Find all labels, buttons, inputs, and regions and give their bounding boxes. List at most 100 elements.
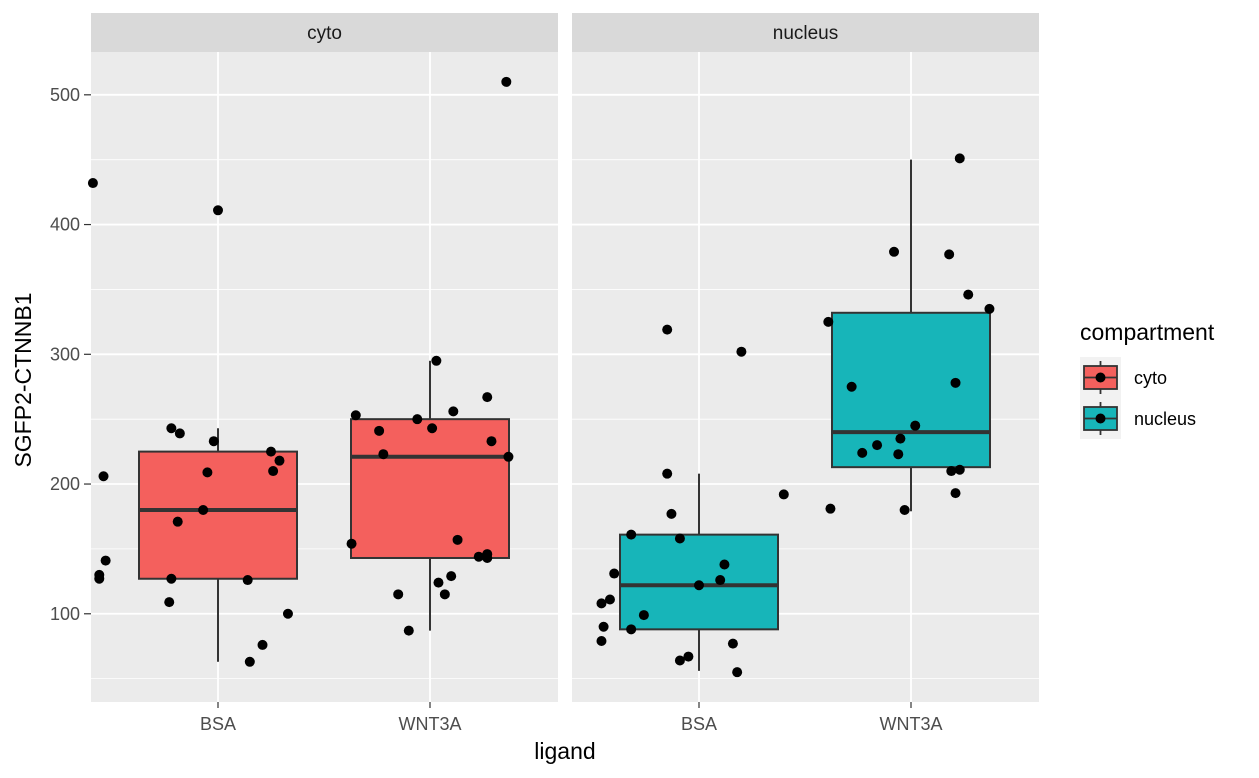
box-wnt3a bbox=[823, 153, 995, 515]
data-point bbox=[164, 597, 175, 608]
data-point bbox=[274, 455, 285, 466]
y-tick-label: 300 bbox=[50, 344, 80, 364]
data-point bbox=[954, 153, 965, 164]
data-point bbox=[202, 467, 213, 478]
legend-key-nucleus: nucleus bbox=[1080, 398, 1196, 439]
data-point bbox=[825, 503, 836, 514]
data-point bbox=[872, 440, 883, 451]
data-point bbox=[719, 559, 730, 570]
data-point bbox=[736, 346, 747, 357]
data-point bbox=[244, 656, 255, 667]
data-point bbox=[944, 249, 955, 260]
legend-key-point bbox=[1095, 413, 1106, 424]
y-axis: 100 200 300 400 500 bbox=[50, 85, 91, 624]
data-point bbox=[715, 575, 726, 586]
data-point bbox=[778, 489, 789, 500]
y-tick-label: 200 bbox=[50, 474, 80, 494]
y-tick-label: 100 bbox=[50, 604, 80, 624]
box-body bbox=[350, 418, 510, 559]
x-tick-label: BSA bbox=[200, 714, 236, 734]
x-tick-label: WNT3A bbox=[399, 714, 462, 734]
y-tick-label: 400 bbox=[50, 215, 80, 235]
legend-title: compartment bbox=[1080, 319, 1215, 345]
data-point bbox=[166, 423, 177, 434]
data-point bbox=[950, 488, 961, 499]
data-point bbox=[662, 324, 673, 335]
data-point bbox=[448, 406, 459, 417]
data-point bbox=[98, 471, 109, 482]
x-tick-label: BSA bbox=[681, 714, 717, 734]
data-point bbox=[899, 504, 910, 515]
data-point bbox=[346, 538, 357, 549]
data-point bbox=[431, 355, 442, 366]
facet-strip bbox=[91, 13, 558, 52]
data-point bbox=[626, 624, 637, 635]
box-body bbox=[831, 311, 991, 469]
data-point bbox=[482, 392, 493, 403]
legend-key-cyto: cyto bbox=[1080, 357, 1167, 398]
data-point bbox=[412, 414, 423, 425]
data-point bbox=[378, 449, 389, 460]
data-point bbox=[596, 598, 607, 609]
data-point bbox=[984, 303, 995, 314]
data-point bbox=[674, 655, 685, 666]
panel-nucleus: nucleus BSA WNT3A bbox=[572, 13, 1039, 734]
data-point bbox=[452, 534, 463, 545]
data-point bbox=[727, 638, 738, 649]
data-point bbox=[598, 621, 609, 632]
facet-strip bbox=[572, 13, 1039, 52]
data-point bbox=[87, 178, 98, 189]
data-point bbox=[893, 449, 904, 460]
facet-strip-label: nucleus bbox=[773, 23, 839, 44]
data-point bbox=[857, 447, 868, 458]
y-axis-title: SGFP2-CTNNB1 bbox=[10, 292, 36, 467]
data-point bbox=[473, 551, 484, 562]
data-point bbox=[374, 425, 385, 436]
data-point bbox=[666, 508, 677, 519]
data-point bbox=[257, 639, 268, 650]
data-point bbox=[683, 651, 694, 662]
x-axis-title: ligand bbox=[534, 738, 595, 764]
legend-label: cyto bbox=[1134, 368, 1167, 388]
data-point bbox=[213, 205, 223, 216]
data-point bbox=[895, 433, 906, 444]
data-point bbox=[166, 573, 177, 584]
panel-cyto: cyto BSA WNT3A bbox=[87, 13, 558, 734]
data-point bbox=[604, 594, 615, 605]
data-point bbox=[946, 466, 957, 477]
data-point bbox=[950, 377, 961, 388]
data-point bbox=[433, 577, 444, 588]
data-point bbox=[503, 451, 514, 462]
data-point bbox=[403, 625, 414, 636]
data-point bbox=[174, 428, 185, 439]
data-point bbox=[846, 381, 857, 392]
data-point bbox=[446, 571, 457, 582]
data-point bbox=[268, 466, 279, 477]
legend-label: nucleus bbox=[1134, 409, 1196, 429]
data-point bbox=[242, 575, 253, 586]
data-point bbox=[94, 573, 105, 584]
data-point bbox=[486, 436, 497, 447]
data-point bbox=[282, 608, 293, 619]
data-point bbox=[954, 464, 965, 475]
data-point bbox=[609, 568, 620, 579]
data-point bbox=[482, 552, 493, 563]
box-bsa bbox=[596, 324, 789, 678]
data-point bbox=[266, 446, 276, 457]
data-point bbox=[910, 420, 921, 431]
facet-strip-label: cyto bbox=[307, 23, 342, 44]
data-point bbox=[427, 423, 438, 434]
data-point bbox=[823, 316, 834, 327]
legend-key-point bbox=[1095, 372, 1106, 383]
data-point bbox=[439, 589, 450, 600]
data-point bbox=[662, 468, 673, 479]
legend: compartment cyto nucleus bbox=[1080, 319, 1215, 439]
data-point bbox=[100, 555, 111, 566]
data-point bbox=[694, 580, 704, 591]
data-point bbox=[172, 516, 183, 527]
data-point bbox=[393, 589, 404, 600]
data-point bbox=[626, 529, 637, 540]
data-point bbox=[963, 289, 974, 300]
data-point bbox=[889, 246, 900, 257]
